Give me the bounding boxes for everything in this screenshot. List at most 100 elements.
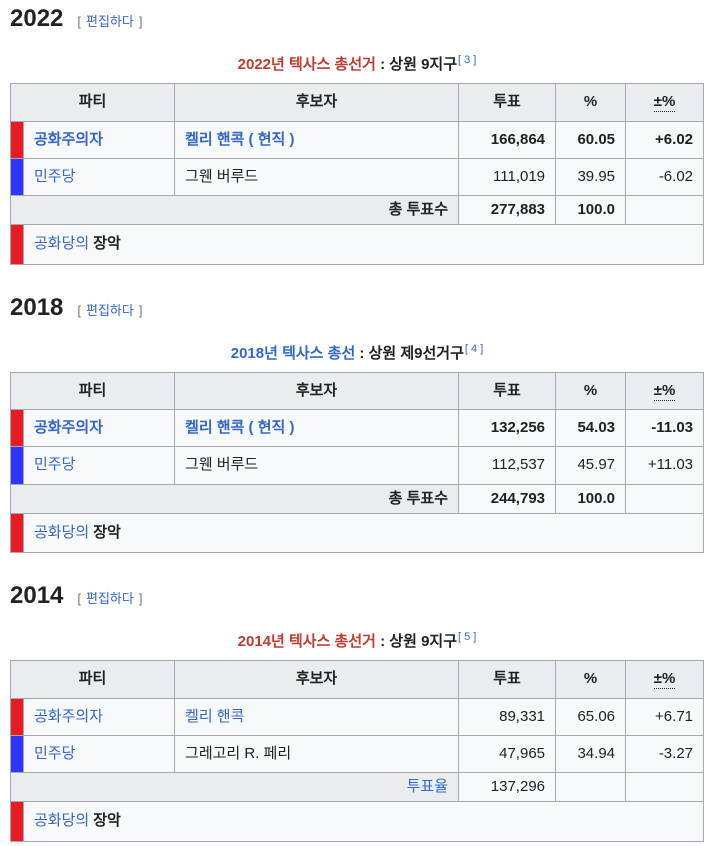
- section-heading: 2018 [편집하다]: [10, 294, 703, 324]
- election-section-2018: 2018 [편집하다] 2018년 텍사스 총선 : 상원 제9선거구[ 4 ]…: [9, 294, 705, 554]
- votes-cell: 166,864: [458, 120, 557, 159]
- hold-cell: 공화당의 장악: [22, 224, 705, 265]
- header-candidate: 후보자: [174, 660, 460, 699]
- party-link[interactable]: 공화주의자: [34, 419, 104, 436]
- party-hold-row: 공화당의 장악: [10, 224, 705, 265]
- democratic-color-swatch: [10, 734, 24, 774]
- edit-link[interactable]: 편집하다: [86, 591, 134, 606]
- party-link[interactable]: 공화주의자: [34, 130, 104, 148]
- candidate-link[interactable]: 켈리 핸콕 ( 현직 ): [185, 419, 295, 436]
- republican-color-swatch: [10, 120, 24, 159]
- footnote-ref[interactable]: [ 4 ]: [464, 342, 484, 355]
- party-cell: 민주당: [22, 446, 176, 485]
- edit-section: [편집하다]: [77, 9, 142, 35]
- edit-section: [편집하다]: [77, 586, 142, 612]
- votes-cell: 112,537: [458, 446, 557, 485]
- total-votes-value: 277,883: [458, 194, 557, 226]
- edit-bracket-open: [: [77, 302, 82, 318]
- party-link[interactable]: 민주당: [34, 744, 76, 762]
- header-change: ±%: [625, 371, 705, 411]
- change-cell: +6.71: [625, 697, 705, 736]
- change-abbr: ±%: [653, 670, 676, 690]
- republican-color-swatch: [10, 697, 24, 736]
- party-hold-link[interactable]: 공화당의: [34, 523, 90, 541]
- candidate-row-republican: 공화주의자 켈리 핸콕 89,331 65.06 +6.71: [10, 697, 705, 736]
- total-votes-label: 총 투표수: [9, 194, 460, 226]
- hold-cell: 공화당의 장악: [22, 801, 705, 842]
- candidate-name: 그웬 버루드: [185, 456, 259, 474]
- header-party: 파티: [9, 660, 176, 699]
- party-hold-row: 공화당의 장악: [10, 512, 705, 554]
- header-votes: 투표: [458, 371, 557, 411]
- section-heading: 2014 [편집하다]: [10, 583, 703, 612]
- change-abbr: ±%: [653, 381, 676, 401]
- total-change-empty: [625, 483, 705, 514]
- election-year-link[interactable]: 2018년 텍사스 총선: [230, 344, 356, 362]
- table-header-row: 파티 후보자 투표 % ±%: [9, 660, 705, 699]
- header-votes: 투표: [458, 660, 557, 699]
- candidate-link[interactable]: 켈리 핸콕: [185, 707, 245, 725]
- section-year-label: 2014: [10, 582, 64, 609]
- candidate-row-republican: 공화주의자 켈리 핸콕 ( 현직 ) 166,864 60.05 +6.02: [10, 120, 705, 159]
- edit-bracket-open: [: [77, 591, 82, 606]
- edit-link[interactable]: 편집하다: [86, 302, 134, 318]
- party-link[interactable]: 민주당: [34, 456, 76, 474]
- edit-link[interactable]: 편집하다: [86, 14, 134, 29]
- turnout-label-cell: 투표율: [9, 771, 460, 803]
- total-votes-row: 총 투표수 277,883 100.0: [9, 194, 705, 226]
- total-percent-value: 100.0: [555, 194, 627, 226]
- caption-district-label: : 상원 9지구: [375, 56, 458, 73]
- election-results-table-2018: 2018년 텍사스 총선 : 상원 제9선거구[ 4 ] 파티 후보자 투표 %…: [9, 342, 705, 554]
- header-party: 파티: [9, 83, 176, 122]
- hold-cell: 공화당의 장악: [22, 512, 705, 554]
- header-candidate: 후보자: [174, 371, 460, 411]
- header-candidate: 후보자: [174, 83, 460, 122]
- candidate-cell: 그레고리 R. 페리: [174, 734, 460, 774]
- footnote-ref[interactable]: [ 5 ]: [458, 631, 477, 643]
- republican-color-swatch: [10, 801, 24, 842]
- candidate-cell: 켈리 핸콕 ( 현직 ): [174, 120, 460, 159]
- table-header-row: 파티 후보자 투표 % ±%: [9, 83, 705, 122]
- footnote-ref[interactable]: [ 3 ]: [458, 54, 477, 66]
- candidate-link[interactable]: 켈리 핸콕 ( 현직 ): [185, 130, 295, 148]
- candidate-name: 그웬 버루드: [185, 167, 259, 185]
- election-results-table-2022: 2022년 텍사스 총선거 : 상원 9지구[ 3 ] 파티 후보자 투표 % …: [9, 55, 705, 265]
- header-change: ±%: [625, 83, 705, 122]
- party-link[interactable]: 민주당: [34, 167, 76, 185]
- change-cell: -11.03: [625, 408, 705, 448]
- republican-color-swatch: [10, 512, 24, 554]
- election-year-link[interactable]: 2022년 텍사스 총선거: [237, 56, 376, 73]
- turnout-row: 투표율 137,296: [9, 771, 705, 803]
- percent-cell: 39.95: [555, 157, 627, 197]
- percent-cell: 54.03: [555, 408, 627, 448]
- turnout-link[interactable]: 투표율: [406, 778, 449, 795]
- total-percent-value: 100.0: [555, 483, 627, 514]
- table-caption: 2022년 텍사스 총선거 : 상원 9지구[ 3 ]: [10, 55, 704, 83]
- table-header-row: 파티 후보자 투표 % ±%: [9, 371, 705, 411]
- party-hold-link[interactable]: 공화당의: [34, 812, 90, 830]
- turnout-percent-empty: [555, 771, 627, 803]
- header-percent: %: [555, 83, 627, 122]
- percent-cell: 65.06: [555, 697, 627, 736]
- total-votes-label: 총 투표수: [9, 483, 460, 514]
- turnout-change-empty: [625, 771, 705, 803]
- section-heading: 2022 [편집하다]: [10, 6, 703, 35]
- total-change-empty: [625, 194, 705, 226]
- header-percent: %: [555, 371, 627, 411]
- edit-section: [편집하다]: [77, 298, 142, 324]
- votes-cell: 89,331: [458, 697, 557, 736]
- edit-bracket-close: ]: [138, 14, 143, 29]
- percent-cell: 60.05: [555, 120, 627, 159]
- democratic-color-swatch: [10, 446, 24, 485]
- candidate-row-democratic: 민주당 그레고리 R. 페리 47,965 34.94 -3.27: [10, 734, 705, 774]
- party-link[interactable]: 공화주의자: [34, 707, 104, 725]
- party-hold-link[interactable]: 공화당의: [34, 235, 90, 253]
- candidate-cell: 켈리 핸콕 ( 현직 ): [174, 408, 460, 448]
- percent-cell: 45.97: [555, 446, 627, 485]
- election-year-link[interactable]: 2014년 텍사스 총선거: [237, 633, 376, 650]
- election-results-table-2014: 2014년 텍사스 총선거 : 상원 9지구[ 5 ] 파티 후보자 투표 % …: [9, 631, 705, 842]
- section-year-label: 2022: [10, 5, 64, 32]
- header-votes: 투표: [458, 83, 557, 122]
- hold-text: 장악: [93, 235, 121, 253]
